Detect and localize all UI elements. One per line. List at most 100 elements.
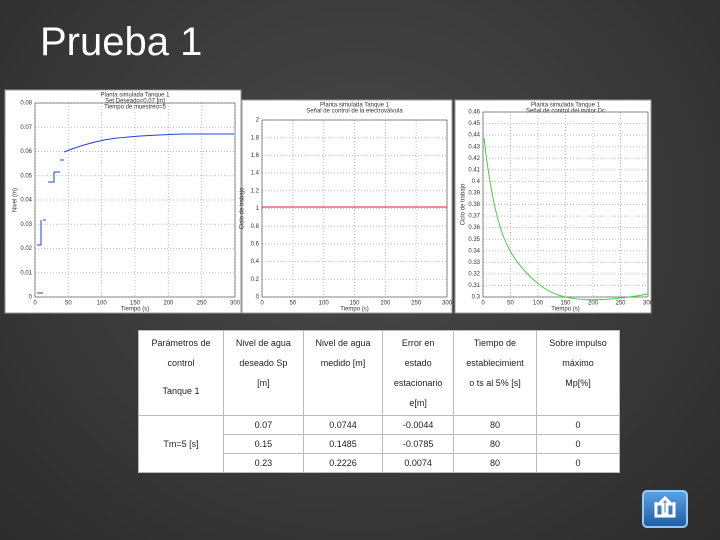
y-tick-label: 0.44 xyxy=(468,133,480,139)
figure-frame xyxy=(4,89,242,314)
y-tick-label: 0.33 xyxy=(468,260,480,266)
data-cell: 0.23 xyxy=(223,453,304,473)
header-row: Parámetros de control Tanque 1 Nivel de agu… xyxy=(137,330,621,416)
header-text: Tiempo de xyxy=(473,338,517,348)
y-tick-label: 0.45 xyxy=(468,121,480,127)
y-tick-label: 0.07 xyxy=(20,125,32,131)
y-tick-label: 0.03 xyxy=(20,222,32,228)
y-tick-label: 0.42 xyxy=(468,156,480,162)
data-cell: 80 xyxy=(452,415,537,435)
figure-frame xyxy=(454,99,652,314)
y-tick-label: 0.2 xyxy=(251,277,260,283)
figure-title: Planta simulada Tanque 1 xyxy=(320,103,390,109)
y-tick-label: 0.08 xyxy=(20,101,32,107)
data-cell: 0.07 xyxy=(223,415,304,435)
header-text: Nivel de agua xyxy=(235,338,291,348)
x-tick-label: 50 xyxy=(289,301,296,307)
data-row: 0.23 0.2226 0.0074 80 0 xyxy=(139,453,621,473)
plot-area xyxy=(34,102,236,298)
y-tick-label: 0.32 xyxy=(468,271,480,277)
data-cell: 0 xyxy=(535,434,621,454)
x-tick-label: 100 xyxy=(319,301,330,307)
y-tick-label: 1 xyxy=(256,206,260,212)
data-cell: 80 xyxy=(452,434,537,454)
figure-title: Señal de control de la electroválvula xyxy=(306,109,403,115)
data-cell: -0.0785 xyxy=(382,434,454,454)
data-cell: 0.0744 xyxy=(302,415,384,435)
y-tick-label: 0.02 xyxy=(20,246,32,252)
side-label: Tm=5 [s] xyxy=(163,439,199,449)
y-tick-label: 0.6 xyxy=(251,241,260,247)
y-tick-label: 0.46 xyxy=(468,110,480,116)
y-tick-label: 1.6 xyxy=(251,153,260,159)
side-label: Tanque 1 xyxy=(162,386,200,396)
y-tick-label: 2 xyxy=(256,118,260,124)
side-cell: Tm=5 [s] xyxy=(137,415,225,473)
y-tick-label: 0 xyxy=(256,295,260,301)
header-text: estacionario xyxy=(393,378,443,388)
x-tick-label: 250 xyxy=(615,301,626,307)
header-cell: Tiempo de establecimient o ts al 5% [s] xyxy=(452,330,537,416)
x-tick-label: 250 xyxy=(197,301,208,307)
figure-title: Señal de control del motor Dc xyxy=(526,109,605,115)
curve xyxy=(37,133,234,294)
y-tick-label: 0.01 xyxy=(20,270,32,276)
data-cell: 0.0074 xyxy=(382,453,454,473)
figure-title: Set Deseado=0.07 [m] xyxy=(105,99,165,105)
header-text: Error en xyxy=(401,338,435,348)
data-cell: -0.0044 xyxy=(382,415,454,435)
x-tick-label: 200 xyxy=(380,301,391,307)
header-text: Mp[%] xyxy=(565,378,591,388)
y-tick-label: 0.43 xyxy=(468,144,480,150)
y-tick-label: 0.37 xyxy=(468,214,480,220)
data-cell: 0.15 xyxy=(223,434,304,454)
figure-title: Planta simulada Tanque 1 xyxy=(101,93,171,99)
curve xyxy=(483,137,649,301)
x-tick-label: 0 xyxy=(260,301,264,307)
y-tick-label: 0 xyxy=(29,295,33,301)
data-cell: 0 xyxy=(535,453,621,473)
plot-area xyxy=(261,119,448,298)
y-axis-label: Nivel (m) xyxy=(13,188,19,212)
x-tick-label: 300 xyxy=(230,301,241,307)
figure-title: Tiempo de muestreo=5 xyxy=(104,105,166,111)
data-cell: 0.2226 xyxy=(302,453,384,473)
y-tick-label: 1.4 xyxy=(251,171,260,177)
x-axis-label: Tiempo (s) xyxy=(121,307,149,313)
y-tick-label: 0.41 xyxy=(468,167,480,173)
x-tick-label: 0 xyxy=(481,301,485,307)
header-text: establecimient xyxy=(466,358,524,368)
y-tick-label: 0.05 xyxy=(20,173,32,179)
x-tick-label: 200 xyxy=(588,301,599,307)
header-text: estado xyxy=(404,358,432,368)
x-tick-label: 300 xyxy=(643,301,654,307)
y-axis-label: Ciclo de trabajo xyxy=(240,187,246,229)
y-tick-label: 0.39 xyxy=(468,191,480,197)
header-text: e[m] xyxy=(409,398,427,408)
y-tick-label: 0.4 xyxy=(251,259,260,265)
header-text: o ts al 5% [s] xyxy=(469,378,521,388)
header-cell: Nivel de agua deseado Sp [m] xyxy=(223,330,304,416)
header-text: Parámetros de xyxy=(151,338,211,348)
data-cell: 0 xyxy=(535,415,621,435)
return-icon xyxy=(654,495,676,518)
x-tick-label: 300 xyxy=(442,301,453,307)
y-tick-label: 0.4 xyxy=(472,179,481,185)
header-text: máximo xyxy=(562,358,594,368)
y-tick-label: 1.2 xyxy=(251,188,260,194)
x-axis-label: Tiempo (s) xyxy=(340,307,368,313)
y-tick-label: 0.35 xyxy=(468,237,480,243)
data-row: Tm=5 [s] 0.07 0.0744 -0.0044 80 0 xyxy=(137,415,621,473)
x-tick-label: 50 xyxy=(507,301,514,307)
return-button[interactable] xyxy=(642,490,688,528)
data-cell: 80 xyxy=(452,453,537,473)
header-cell: Sobre impulso máximo Mp[%] xyxy=(535,330,621,416)
y-tick-label: 0.38 xyxy=(468,202,480,208)
y-tick-label: 0.3 xyxy=(472,295,481,301)
x-tick-label: 200 xyxy=(163,301,174,307)
header-text: medido [m] xyxy=(320,358,366,368)
x-tick-label: 150 xyxy=(349,301,360,307)
slide-title: Prueba 1 xyxy=(40,20,203,64)
